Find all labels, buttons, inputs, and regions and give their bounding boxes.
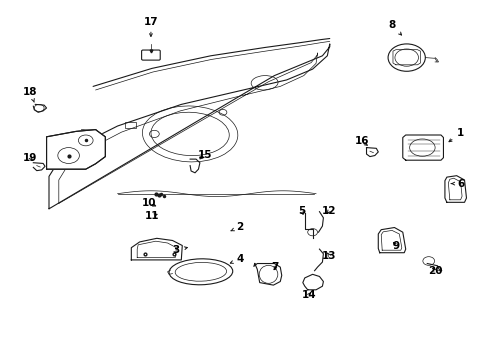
- Text: 8: 8: [389, 20, 402, 35]
- Polygon shape: [47, 130, 105, 169]
- Text: 5: 5: [298, 206, 305, 216]
- Text: 14: 14: [301, 290, 316, 300]
- Text: 20: 20: [428, 266, 442, 276]
- Text: 7: 7: [271, 262, 279, 272]
- Text: 6: 6: [451, 179, 464, 189]
- Text: 18: 18: [23, 87, 38, 102]
- Text: 3: 3: [173, 245, 187, 255]
- Text: 1: 1: [449, 128, 464, 142]
- Polygon shape: [303, 274, 323, 290]
- Text: 16: 16: [354, 136, 369, 146]
- Text: 10: 10: [142, 198, 157, 208]
- Polygon shape: [393, 50, 420, 65]
- Polygon shape: [445, 176, 466, 202]
- Text: 15: 15: [197, 150, 212, 160]
- Text: 17: 17: [144, 17, 158, 36]
- Polygon shape: [378, 228, 406, 253]
- Polygon shape: [254, 264, 282, 285]
- Text: 9: 9: [392, 240, 399, 251]
- Text: 13: 13: [322, 251, 337, 261]
- Polygon shape: [403, 135, 443, 160]
- Text: 11: 11: [145, 211, 159, 221]
- Text: 12: 12: [322, 206, 337, 216]
- Text: 2: 2: [231, 222, 244, 232]
- Text: 19: 19: [23, 153, 38, 163]
- Text: 4: 4: [230, 254, 244, 264]
- Polygon shape: [131, 238, 182, 260]
